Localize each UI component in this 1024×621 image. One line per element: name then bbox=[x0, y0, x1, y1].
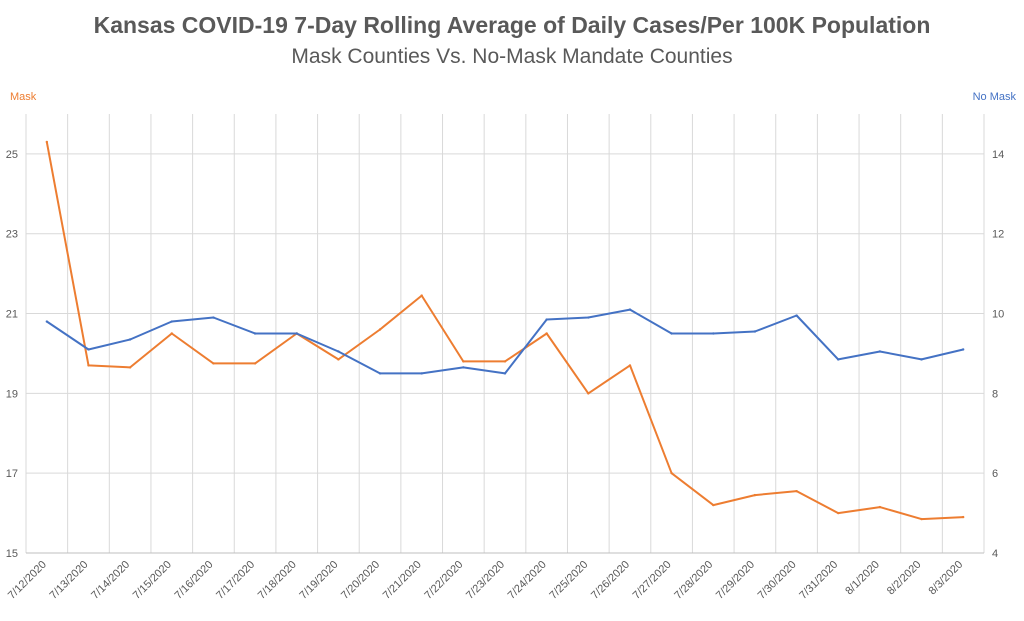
chart-title: Kansas COVID-19 7-Day Rolling Average of… bbox=[93, 12, 931, 38]
no-mask-data-point bbox=[545, 318, 548, 321]
x-axis-tick-label: 7/18/2020 bbox=[256, 559, 299, 602]
x-axis-tick-label: 7/26/2020 bbox=[589, 559, 632, 602]
x-axis-tick-label: 7/23/2020 bbox=[464, 559, 507, 602]
no-mask-data-point bbox=[712, 332, 715, 335]
left-axis-tick-label: 15 bbox=[6, 548, 18, 560]
x-axis-tick-label: 7/30/2020 bbox=[756, 559, 799, 602]
x-axis-tick-label: 8/2/2020 bbox=[885, 559, 924, 598]
no-mask-data-point bbox=[462, 366, 465, 369]
x-axis-tick-label: 7/13/2020 bbox=[48, 559, 91, 602]
no-mask-data-point bbox=[753, 330, 757, 333]
x-axis-tick-label: 7/12/2020 bbox=[6, 559, 49, 602]
x-axis-tick-label: 7/20/2020 bbox=[339, 559, 382, 602]
x-axis-tick-label: 7/17/2020 bbox=[214, 559, 257, 602]
left-axis-title: Mask bbox=[10, 91, 37, 103]
x-axis-tick-label: 7/24/2020 bbox=[506, 559, 549, 602]
no-mask-data-point bbox=[45, 320, 49, 323]
right-axis-tick-label: 6 bbox=[992, 468, 998, 480]
mask-data-point bbox=[587, 392, 590, 395]
mask-data-point bbox=[462, 360, 465, 363]
no-mask-data-point bbox=[920, 358, 923, 361]
x-axis-tick-label: 7/15/2020 bbox=[131, 559, 174, 602]
x-axis-tick-label: 7/19/2020 bbox=[297, 559, 340, 602]
x-axis-tick-label: 7/14/2020 bbox=[89, 559, 132, 602]
no-mask-data-point bbox=[128, 338, 132, 341]
mask-data-point bbox=[420, 294, 423, 297]
mask-data-point bbox=[170, 332, 173, 335]
x-axis-tick-label: 7/27/2020 bbox=[631, 559, 674, 602]
x-axis-tick-label: 7/25/2020 bbox=[547, 559, 590, 602]
x-axis-tick-label: 7/28/2020 bbox=[672, 559, 715, 602]
right-axis-tick-label: 4 bbox=[992, 548, 998, 560]
chart-subtitle: Mask Counties Vs. No-Mask Mandate Counti… bbox=[291, 45, 733, 68]
right-axis-tick-label: 8 bbox=[992, 388, 998, 400]
mask-data-point bbox=[628, 364, 632, 367]
mask-data-point bbox=[670, 471, 673, 475]
mask-data-point bbox=[712, 503, 715, 507]
no-mask-data-point bbox=[212, 316, 215, 319]
mask-data-point bbox=[253, 362, 257, 365]
mask-data-point bbox=[961, 515, 965, 519]
mask-data-point bbox=[837, 511, 840, 515]
x-axis-tick-label: 7/22/2020 bbox=[422, 559, 465, 602]
no-mask-data-point bbox=[295, 332, 298, 335]
no-mask-data-point bbox=[170, 320, 173, 323]
mask-data-point bbox=[87, 364, 90, 367]
mask-data-point bbox=[920, 517, 923, 521]
left-axis-tick-label: 19 bbox=[6, 388, 18, 400]
no-mask-data-point bbox=[837, 358, 840, 361]
no-mask-data-point bbox=[878, 350, 882, 353]
mask-data-point bbox=[337, 358, 340, 361]
left-axis-tick-label: 17 bbox=[6, 468, 18, 480]
x-axis-tick-label: 7/16/2020 bbox=[172, 559, 215, 602]
mask-data-point bbox=[878, 505, 882, 509]
no-mask-data-point bbox=[378, 372, 382, 375]
mask-data-point bbox=[545, 332, 548, 335]
mask-series-line bbox=[45, 141, 964, 521]
mask-data-point bbox=[503, 360, 507, 363]
right-axis-tick-label: 10 bbox=[992, 309, 1004, 321]
x-axis-tick-label: 7/29/2020 bbox=[714, 559, 757, 602]
right-axis-tick-label: 14 bbox=[992, 149, 1004, 161]
no-mask-data-point bbox=[420, 372, 423, 375]
x-axis-tick-label: 7/21/2020 bbox=[381, 559, 424, 602]
mask-data-point bbox=[45, 140, 49, 144]
no-mask-data-point bbox=[253, 332, 257, 335]
mask-data-point bbox=[212, 362, 215, 365]
mask-data-point bbox=[378, 328, 382, 331]
mask-data-point bbox=[795, 489, 798, 493]
mask-data-point bbox=[753, 493, 757, 497]
right-axis-title: No Mask bbox=[972, 91, 1016, 103]
no-mask-data-point bbox=[87, 348, 90, 351]
left-axis-tick-label: 23 bbox=[6, 229, 18, 241]
no-mask-data-point bbox=[337, 350, 340, 353]
no-mask-data-point bbox=[670, 332, 673, 335]
x-axis-tick-label: 8/3/2020 bbox=[927, 559, 966, 598]
left-axis-tick-label: 25 bbox=[6, 149, 18, 161]
no-mask-data-point bbox=[587, 316, 590, 319]
right-axis-tick-label: 12 bbox=[992, 229, 1004, 241]
left-axis-tick-label: 21 bbox=[6, 309, 18, 321]
no-mask-data-point bbox=[795, 314, 798, 317]
x-axis-tick-label: 7/31/2020 bbox=[797, 559, 840, 602]
no-mask-data-point bbox=[628, 308, 632, 311]
mask-data-point bbox=[128, 366, 132, 369]
x-axis-tick-label: 8/1/2020 bbox=[843, 559, 882, 598]
no-mask-data-point bbox=[503, 372, 507, 375]
no-mask-data-point bbox=[961, 348, 965, 351]
